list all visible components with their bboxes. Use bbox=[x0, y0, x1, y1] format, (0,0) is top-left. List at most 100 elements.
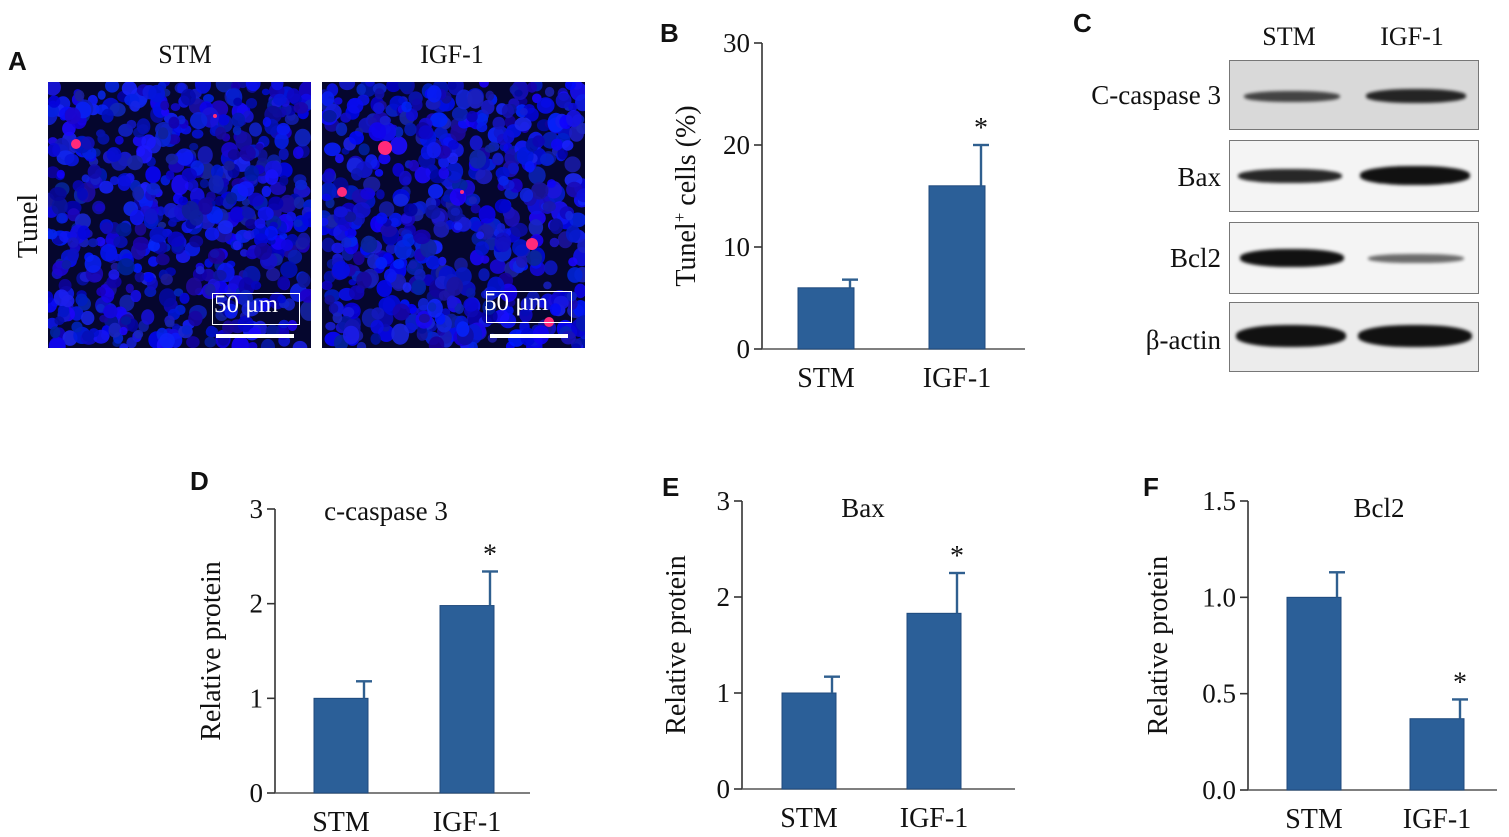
nucleus bbox=[565, 110, 582, 127]
nucleus bbox=[384, 268, 397, 283]
nucleus bbox=[414, 166, 432, 184]
nucleus bbox=[56, 169, 65, 179]
nucleus bbox=[358, 143, 370, 156]
nucleus bbox=[213, 269, 227, 282]
nucleus bbox=[568, 257, 578, 267]
micrograph-igf1: 50 μm bbox=[322, 82, 585, 348]
scale-bar-label-stm: 50 μm bbox=[214, 291, 279, 318]
nucleus bbox=[328, 303, 339, 314]
nucleus bbox=[274, 133, 289, 149]
nucleus bbox=[141, 309, 155, 325]
nucleus bbox=[463, 297, 479, 312]
nucleus bbox=[260, 338, 275, 348]
nucleus bbox=[549, 218, 563, 235]
nucleus bbox=[257, 297, 271, 312]
x-tick-label: IGF-1 bbox=[433, 807, 501, 837]
nucleus bbox=[271, 82, 284, 91]
nucleus bbox=[96, 303, 106, 313]
nucleus bbox=[247, 192, 264, 207]
blot-label-bax: Bax bbox=[1177, 162, 1222, 192]
nucleus bbox=[551, 138, 563, 151]
nucleus bbox=[332, 312, 343, 324]
nucleus bbox=[145, 166, 161, 184]
nucleus bbox=[411, 98, 423, 111]
chart-f: 0.0 0.5 1.0 1.5 STM * IGF-1 Relative protein Bcl… bbox=[1143, 486, 1497, 835]
nucleus bbox=[204, 336, 217, 348]
x-tick-label: IGF-1 bbox=[923, 363, 991, 394]
nucleus bbox=[203, 94, 214, 103]
nucleus bbox=[292, 340, 308, 348]
tunel-positive-cell bbox=[378, 141, 392, 155]
nucleus bbox=[512, 239, 529, 257]
nuclei-layer bbox=[48, 82, 311, 348]
nucleus bbox=[498, 175, 509, 186]
nucleus bbox=[411, 279, 427, 296]
nucleus bbox=[165, 170, 175, 180]
nucleus bbox=[82, 330, 95, 342]
nucleus bbox=[148, 84, 166, 103]
y-tick-label: 30 bbox=[723, 28, 750, 58]
nucleus bbox=[300, 300, 311, 321]
nucleus bbox=[265, 324, 280, 337]
micrograph-stm-image bbox=[48, 82, 311, 348]
nucleus bbox=[170, 103, 181, 112]
tunel-positive-cell bbox=[526, 238, 538, 250]
x-tick-label: IGF-1 bbox=[1403, 804, 1471, 835]
scale-box-igf1 bbox=[486, 291, 572, 323]
nucleus bbox=[575, 94, 585, 112]
nucleus bbox=[245, 98, 258, 109]
nucleus bbox=[565, 225, 581, 243]
nucleus bbox=[48, 229, 58, 240]
band-beta-actin-igf1 bbox=[1358, 325, 1472, 347]
nucleus bbox=[333, 97, 343, 105]
chart-title: Bax bbox=[841, 493, 885, 523]
nucleus bbox=[494, 198, 512, 214]
nucleus bbox=[576, 188, 585, 203]
nucleus bbox=[470, 204, 481, 214]
nucleus bbox=[448, 139, 459, 150]
nucleus bbox=[158, 288, 177, 308]
nucleus bbox=[129, 209, 145, 226]
nucleus bbox=[165, 153, 179, 165]
panel-a-column-stm: STM bbox=[158, 40, 212, 69]
nucleus bbox=[146, 182, 161, 196]
nucleus bbox=[105, 82, 120, 93]
nucleus bbox=[181, 325, 192, 335]
nucleus bbox=[204, 227, 220, 241]
nucleus bbox=[448, 82, 457, 90]
nucleus bbox=[195, 266, 205, 275]
y-tick-label: 1.5 bbox=[1202, 486, 1236, 516]
nucleus bbox=[245, 82, 261, 92]
nucleus bbox=[385, 243, 397, 255]
nucleus bbox=[428, 336, 445, 348]
nucleus bbox=[257, 206, 274, 221]
nucleus bbox=[378, 153, 391, 165]
micrograph-stm: 50 μm bbox=[48, 82, 311, 348]
nucleus bbox=[356, 271, 372, 289]
panel-letter-a: A bbox=[8, 46, 27, 76]
nucleus bbox=[393, 126, 404, 138]
nucleus bbox=[568, 102, 578, 112]
nucleus bbox=[576, 123, 585, 134]
nucleus bbox=[443, 336, 452, 343]
nucleus bbox=[48, 291, 54, 304]
nucleus bbox=[482, 299, 496, 315]
nucleus bbox=[340, 112, 352, 123]
nucleus bbox=[209, 249, 220, 259]
blot-label-beta-actin: β-actin bbox=[1145, 325, 1221, 355]
nucleus bbox=[449, 188, 467, 206]
nucleus bbox=[110, 176, 119, 186]
nucleus bbox=[265, 169, 279, 185]
panel-letter-e: E bbox=[662, 472, 680, 502]
nucleus bbox=[514, 89, 523, 97]
y-tick-label: 1.0 bbox=[1202, 582, 1236, 612]
nucleus bbox=[227, 149, 241, 160]
nucleus bbox=[241, 301, 260, 317]
scale-bar-label-igf1: 50 μm bbox=[484, 289, 549, 316]
nucleus bbox=[344, 211, 357, 223]
nucleus bbox=[401, 101, 412, 113]
nucleus bbox=[223, 160, 235, 171]
nucleus bbox=[481, 99, 495, 115]
y-tick-label: 3 bbox=[250, 494, 264, 524]
nucleus bbox=[476, 122, 488, 133]
